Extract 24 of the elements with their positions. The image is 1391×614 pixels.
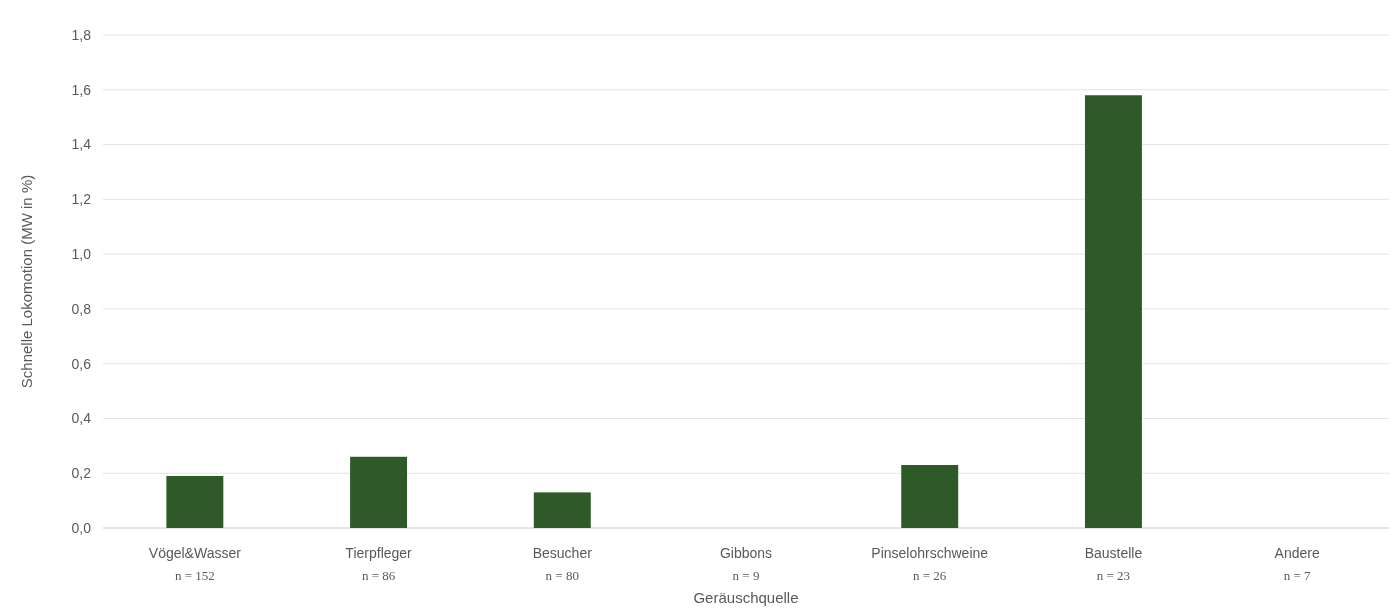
x-tick-label: Tierpfleger n = 86 — [345, 545, 413, 583]
x-tick-label: Besucher n = 80 — [532, 545, 593, 583]
x-tick-label: Baustelle n = 23 — [1084, 545, 1143, 583]
y-tick-label: 0,2 — [71, 465, 92, 482]
y-tick-label: 1,0 — [71, 246, 92, 263]
y-tick-label: 1,8 — [71, 26, 92, 43]
x-axis-title: Geräuschquelle — [693, 589, 799, 606]
bar — [533, 492, 591, 528]
x-tick-label: Andere n = 7 — [1274, 545, 1320, 583]
y-tick-label: 0,8 — [71, 300, 92, 317]
x-tick-label: Vögel&Wasser n = 152 — [148, 545, 242, 583]
x-tick-label: Pinselohrschweine n = 26 — [871, 545, 989, 583]
y-tick-label: 1,4 — [71, 136, 92, 153]
y-tick-label: 0,4 — [71, 410, 92, 427]
y-axis-title: Schnelle Lokomotion (MW in %) — [18, 174, 35, 389]
y-tick-label: 0,6 — [71, 355, 92, 372]
x-tick-label: Gibbons n = 9 — [719, 545, 773, 583]
y-tick-label: 1,6 — [71, 81, 92, 98]
bar — [350, 456, 408, 528]
bar — [166, 475, 224, 528]
bar — [901, 465, 959, 528]
y-tick-label: 0,0 — [71, 519, 92, 536]
y-tick-label: 1,2 — [71, 191, 92, 208]
bar — [1084, 95, 1142, 528]
